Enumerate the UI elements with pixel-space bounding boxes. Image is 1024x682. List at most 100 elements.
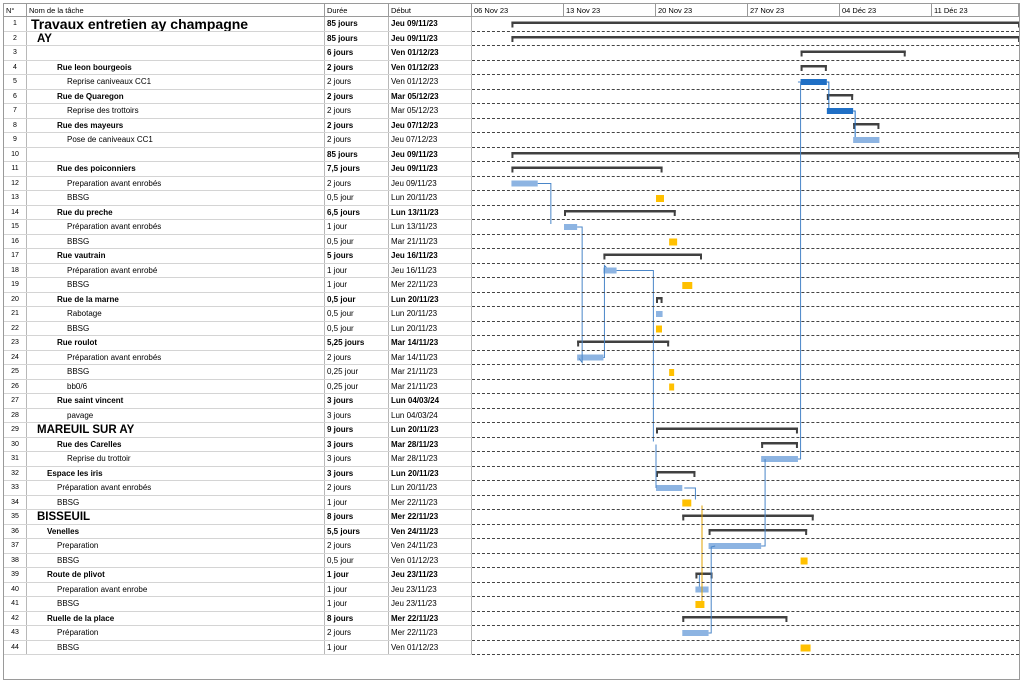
milestone-bar[interactable] xyxy=(800,644,811,652)
task-row[interactable]: 7 Reprise des trottoirs 2 jours Mar 05/12/2… xyxy=(4,104,472,119)
summary-bar-end[interactable] xyxy=(824,65,827,71)
task-name[interactable]: Reprise du trottoir xyxy=(27,452,325,466)
summary-bar-start[interactable] xyxy=(695,572,698,579)
task-start[interactable]: Ven 01/12/23 xyxy=(389,553,472,567)
task-row[interactable]: 10 85 jours Jeu 09/11/23 xyxy=(4,147,472,162)
header-task-name[interactable]: Nom de la tâche xyxy=(27,4,325,17)
task-number[interactable]: 3 xyxy=(4,46,27,60)
task-bar[interactable] xyxy=(511,180,538,187)
task-name[interactable]: Rue des Carelles xyxy=(27,437,325,451)
task-row[interactable]: 42 Ruelle de la place 8 jours Mer 22/11/23 xyxy=(4,611,472,626)
task-start[interactable]: Ven 01/12/23 xyxy=(389,46,472,60)
task-name[interactable]: Rue saint vincent xyxy=(27,394,325,408)
task-number[interactable]: 37 xyxy=(4,539,27,553)
task-name[interactable]: Préparation avant enrobés xyxy=(27,481,325,495)
task-number[interactable]: 10 xyxy=(4,147,27,161)
task-number[interactable]: 1 xyxy=(4,17,27,31)
task-name[interactable]: Espace les iris xyxy=(27,466,325,480)
milestone-bar[interactable] xyxy=(800,557,808,565)
task-number[interactable]: 35 xyxy=(4,510,27,524)
task-start[interactable]: Lun 13/11/23 xyxy=(389,220,472,234)
task-number[interactable]: 9 xyxy=(4,133,27,147)
task-row[interactable]: 23 Rue roulot 5,25 jours Mar 14/11/23 xyxy=(4,336,472,351)
task-row[interactable]: 4 Rue leon bourgeois 2 jours Ven 01/12/23 xyxy=(4,60,472,75)
task-row[interactable]: 8 Rue des mayeurs 2 jours Jeu 07/12/23 xyxy=(4,118,472,133)
milestone-bar[interactable] xyxy=(682,282,693,289)
task-duration[interactable]: 85 jours xyxy=(325,31,389,45)
task-start[interactable]: Lun 04/03/24 xyxy=(389,394,472,408)
summary-bar-end[interactable] xyxy=(673,210,676,216)
task-start[interactable]: Lun 20/11/23 xyxy=(389,466,472,480)
task-name[interactable]: Preparation avant enrobés xyxy=(27,176,325,190)
task-start[interactable]: Ven 01/12/23 xyxy=(389,60,472,74)
task-name[interactable]: BBSG xyxy=(27,495,325,509)
summary-bar-start[interactable] xyxy=(682,616,685,622)
summary-bar-end[interactable] xyxy=(903,50,906,57)
task-name[interactable]: Ruelle de la place xyxy=(27,611,325,625)
task-start[interactable]: Mer 22/11/23 xyxy=(389,626,472,640)
task-row[interactable]: 26 bb0/6 0,25 jour Mar 21/11/23 xyxy=(4,379,472,394)
task-bar[interactable] xyxy=(826,108,854,114)
task-start[interactable]: Ven 01/12/23 xyxy=(389,75,472,89)
task-row[interactable]: 5 Reprise caniveaux CC1 2 jours Ven 01/12/2… xyxy=(4,75,472,90)
task-row[interactable]: 41 BBSG 1 jour Jeu 23/11/23 xyxy=(4,597,472,612)
task-name[interactable]: Rue vautrain xyxy=(27,249,325,263)
task-duration[interactable]: 9 jours xyxy=(325,423,389,437)
task-name[interactable]: MAREUIL SUR AY xyxy=(27,423,325,437)
task-row[interactable]: 20 Rue de la marne 0,5 jour Lun 20/11/23 xyxy=(4,292,472,307)
task-row[interactable]: 15 Préparation avant enrobés 1 jour Lun 13/… xyxy=(4,220,472,235)
task-row[interactable]: 17 Rue vautrain 5 jours Jeu 16/11/23 xyxy=(4,249,472,264)
task-bar[interactable] xyxy=(603,267,617,274)
task-start[interactable]: Lun 20/11/23 xyxy=(389,423,472,437)
summary-bar-end[interactable] xyxy=(877,123,880,129)
task-number[interactable]: 20 xyxy=(4,292,27,306)
header-num[interactable]: N° xyxy=(4,4,27,17)
task-duration[interactable]: 1 jour xyxy=(325,278,389,292)
summary-bar-end[interactable] xyxy=(667,340,670,347)
task-row[interactable]: 25 BBSG 0,25 jour Mar 21/11/23 xyxy=(4,365,472,380)
task-number[interactable]: 2 xyxy=(4,31,27,45)
summary-bar-end[interactable] xyxy=(1018,21,1019,28)
task-name[interactable]: BBSG xyxy=(27,597,325,611)
task-name[interactable]: Rabotage xyxy=(27,307,325,321)
task-name[interactable]: Rue du preche xyxy=(27,205,325,219)
task-bar[interactable] xyxy=(800,79,827,85)
task-duration[interactable]: 2 jours xyxy=(325,60,389,74)
task-start[interactable]: Jeu 09/11/23 xyxy=(389,147,472,161)
task-start[interactable]: Jeu 09/11/23 xyxy=(389,176,472,190)
summary-bar[interactable] xyxy=(682,616,788,619)
task-number[interactable]: 23 xyxy=(4,336,27,350)
task-name[interactable]: Travaux entretien ay champagne xyxy=(27,17,325,31)
task-row[interactable]: 36 Venelles 5,5 jours Ven 24/11/23 xyxy=(4,524,472,539)
task-name[interactable]: BBSG xyxy=(27,234,325,248)
summary-bar[interactable] xyxy=(511,152,1019,155)
task-start[interactable]: Mer 22/11/23 xyxy=(389,495,472,509)
summary-bar[interactable] xyxy=(656,427,798,431)
summary-bar-end[interactable] xyxy=(1018,36,1019,42)
task-start[interactable]: Jeu 07/12/23 xyxy=(389,118,472,132)
milestone-bar[interactable] xyxy=(669,383,675,391)
task-duration[interactable]: 7,5 jours xyxy=(325,162,389,176)
header-duration[interactable]: Durée xyxy=(325,4,389,17)
task-start[interactable]: Jeu 23/11/23 xyxy=(389,568,472,582)
task-duration[interactable]: 0,5 jour xyxy=(325,321,389,335)
task-name[interactable]: BBSG xyxy=(27,640,325,654)
summary-bar-start[interactable] xyxy=(656,297,658,303)
summary-bar[interactable] xyxy=(682,514,814,518)
task-row[interactable]: 13 BBSG 0,5 jour Lun 20/11/23 xyxy=(4,191,472,206)
summary-bar-end[interactable] xyxy=(785,616,788,622)
task-row[interactable]: 1 Travaux entretien ay champagne 85 jours J… xyxy=(4,17,472,32)
task-row[interactable]: 14 Rue du preche 6,5 jours Lun 13/11/23 xyxy=(4,205,472,220)
summary-bar-end[interactable] xyxy=(795,427,798,434)
summary-bar[interactable] xyxy=(853,123,880,126)
task-row[interactable]: 29 MAREUIL SUR AY 9 jours Lun 20/11/23 xyxy=(4,423,472,438)
task-bar[interactable] xyxy=(761,456,798,462)
task-duration[interactable]: 3 jours xyxy=(325,452,389,466)
summary-bar-start[interactable] xyxy=(656,427,658,434)
summary-bar-start[interactable] xyxy=(511,36,514,42)
task-number[interactable]: 6 xyxy=(4,89,27,103)
milestone-bar[interactable] xyxy=(669,369,675,376)
milestone-bar[interactable] xyxy=(682,499,692,507)
summary-bar-start[interactable] xyxy=(800,65,803,71)
task-number[interactable]: 24 xyxy=(4,350,27,364)
